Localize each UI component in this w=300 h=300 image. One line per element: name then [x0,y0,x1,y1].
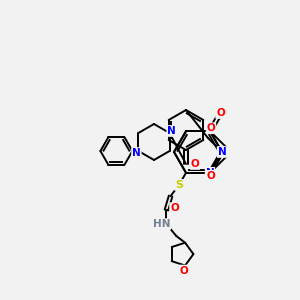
Text: O: O [216,108,225,118]
Text: N: N [218,147,226,157]
Text: O: O [207,123,215,133]
Text: O: O [190,159,200,169]
Text: HN: HN [153,219,170,229]
Text: O: O [207,171,215,181]
Text: N: N [206,168,214,178]
Text: N: N [167,126,176,136]
Text: N: N [132,148,141,158]
Text: S: S [175,180,183,190]
Text: O: O [170,203,179,213]
Text: O: O [180,266,188,275]
